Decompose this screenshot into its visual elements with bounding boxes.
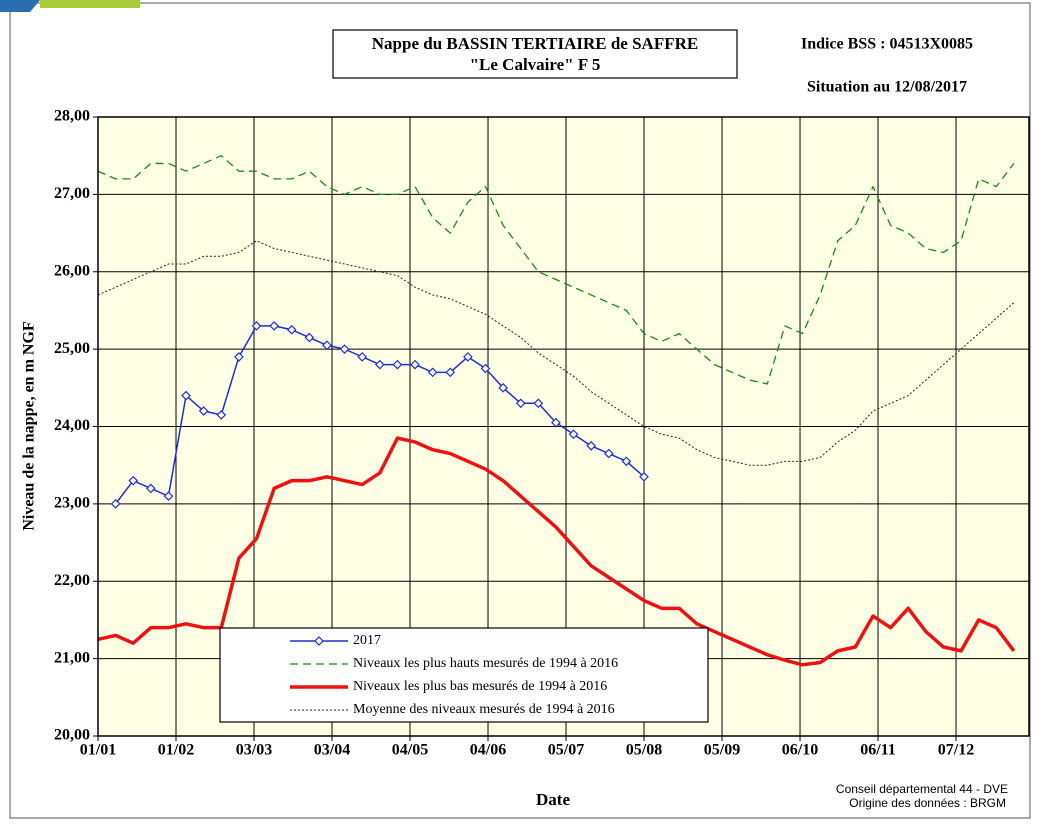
y-tick-label: 25,00 (54, 340, 90, 357)
data-point (392, 359, 403, 370)
y-tick-label: 22,00 (54, 572, 90, 589)
data-point (216, 410, 227, 420)
x-tick-label: 04/05 (392, 742, 428, 759)
data-point (621, 456, 632, 467)
x-tick-label: 06/10 (782, 742, 818, 759)
data-point (568, 429, 579, 440)
data-point (269, 321, 279, 331)
data-point (463, 352, 473, 362)
y-tick-label: 27,00 (54, 185, 90, 202)
data-point (639, 471, 649, 482)
data-point (586, 440, 597, 451)
data-point (498, 382, 508, 393)
data-point (234, 352, 244, 362)
data-point (410, 359, 420, 370)
legend-label: Moyenne des niveaux mesurés de 1994 à 20… (353, 702, 615, 717)
data-point (145, 483, 156, 494)
data-point (445, 367, 456, 378)
data-point (533, 398, 544, 409)
y-axis-label: Niveau de la nappe, en m NGF (21, 321, 38, 531)
data-point (480, 363, 491, 374)
data-point (181, 390, 191, 401)
x-tick-label: 01/02 (158, 742, 194, 759)
data-point (322, 340, 332, 351)
logo-band (40, 0, 140, 8)
footer-source: Origine des données : BRGM (849, 796, 1006, 810)
data-point (110, 499, 121, 509)
series-line (97, 436, 1016, 667)
legend-label: 2017 (353, 633, 381, 648)
x-tick-label: 03/03 (236, 742, 272, 759)
data-point (515, 398, 526, 409)
data-point (357, 352, 368, 362)
data-point (427, 367, 438, 378)
data-point (603, 448, 614, 459)
x-tick-label: 07/12 (938, 742, 974, 759)
chart-subtitle: "Le Calvaire" F 5 (470, 55, 601, 74)
data-point (163, 491, 174, 501)
y-tick-label: 26,00 (54, 262, 90, 279)
data-point (304, 332, 315, 343)
y-tick-label: 24,00 (54, 417, 90, 434)
footer-credit: Conseil départemental 44 - DVE (836, 782, 1008, 796)
legend-label: Niveaux les plus bas mesurés de 1994 à 2… (353, 679, 607, 694)
x-tick-label: 05/09 (704, 742, 740, 759)
data-point (286, 324, 297, 335)
x-tick-label: 03/04 (314, 742, 350, 759)
data-point (339, 344, 350, 354)
bss-index: Indice BSS : 04513X0085 (801, 36, 973, 53)
y-tick-label: 20,00 (54, 727, 90, 744)
y-tick-label: 28,00 (54, 108, 90, 125)
plot-border (97, 116, 1030, 737)
series-line (97, 155, 1015, 385)
data-point (251, 321, 262, 331)
x-tick-label: 06/11 (860, 742, 896, 759)
chart-title: Nappe du BASSIN TERTIAIRE de SAFFRE (372, 34, 698, 53)
x-tick-label: 04/06 (470, 742, 506, 759)
x-axis-label: Date (536, 790, 570, 809)
logo-mark (0, 0, 40, 12)
legend-marker (314, 636, 324, 646)
x-tick-label: 05/08 (626, 742, 662, 759)
situation-date: Situation au 12/08/2017 (807, 79, 967, 96)
series-line (97, 240, 1015, 466)
y-tick-label: 23,00 (54, 495, 90, 512)
legend-label: Niveaux les plus hauts mesurés de 1994 à… (353, 656, 618, 671)
x-tick-label: 01/01 (80, 742, 116, 759)
x-tick-label: 05/07 (548, 742, 584, 759)
data-point (551, 417, 561, 428)
data-point (198, 406, 209, 416)
data-point (128, 475, 139, 486)
data-point (374, 359, 385, 370)
legend-box (219, 627, 709, 723)
title-box (332, 29, 738, 79)
y-tick-label: 21,00 (54, 649, 90, 666)
